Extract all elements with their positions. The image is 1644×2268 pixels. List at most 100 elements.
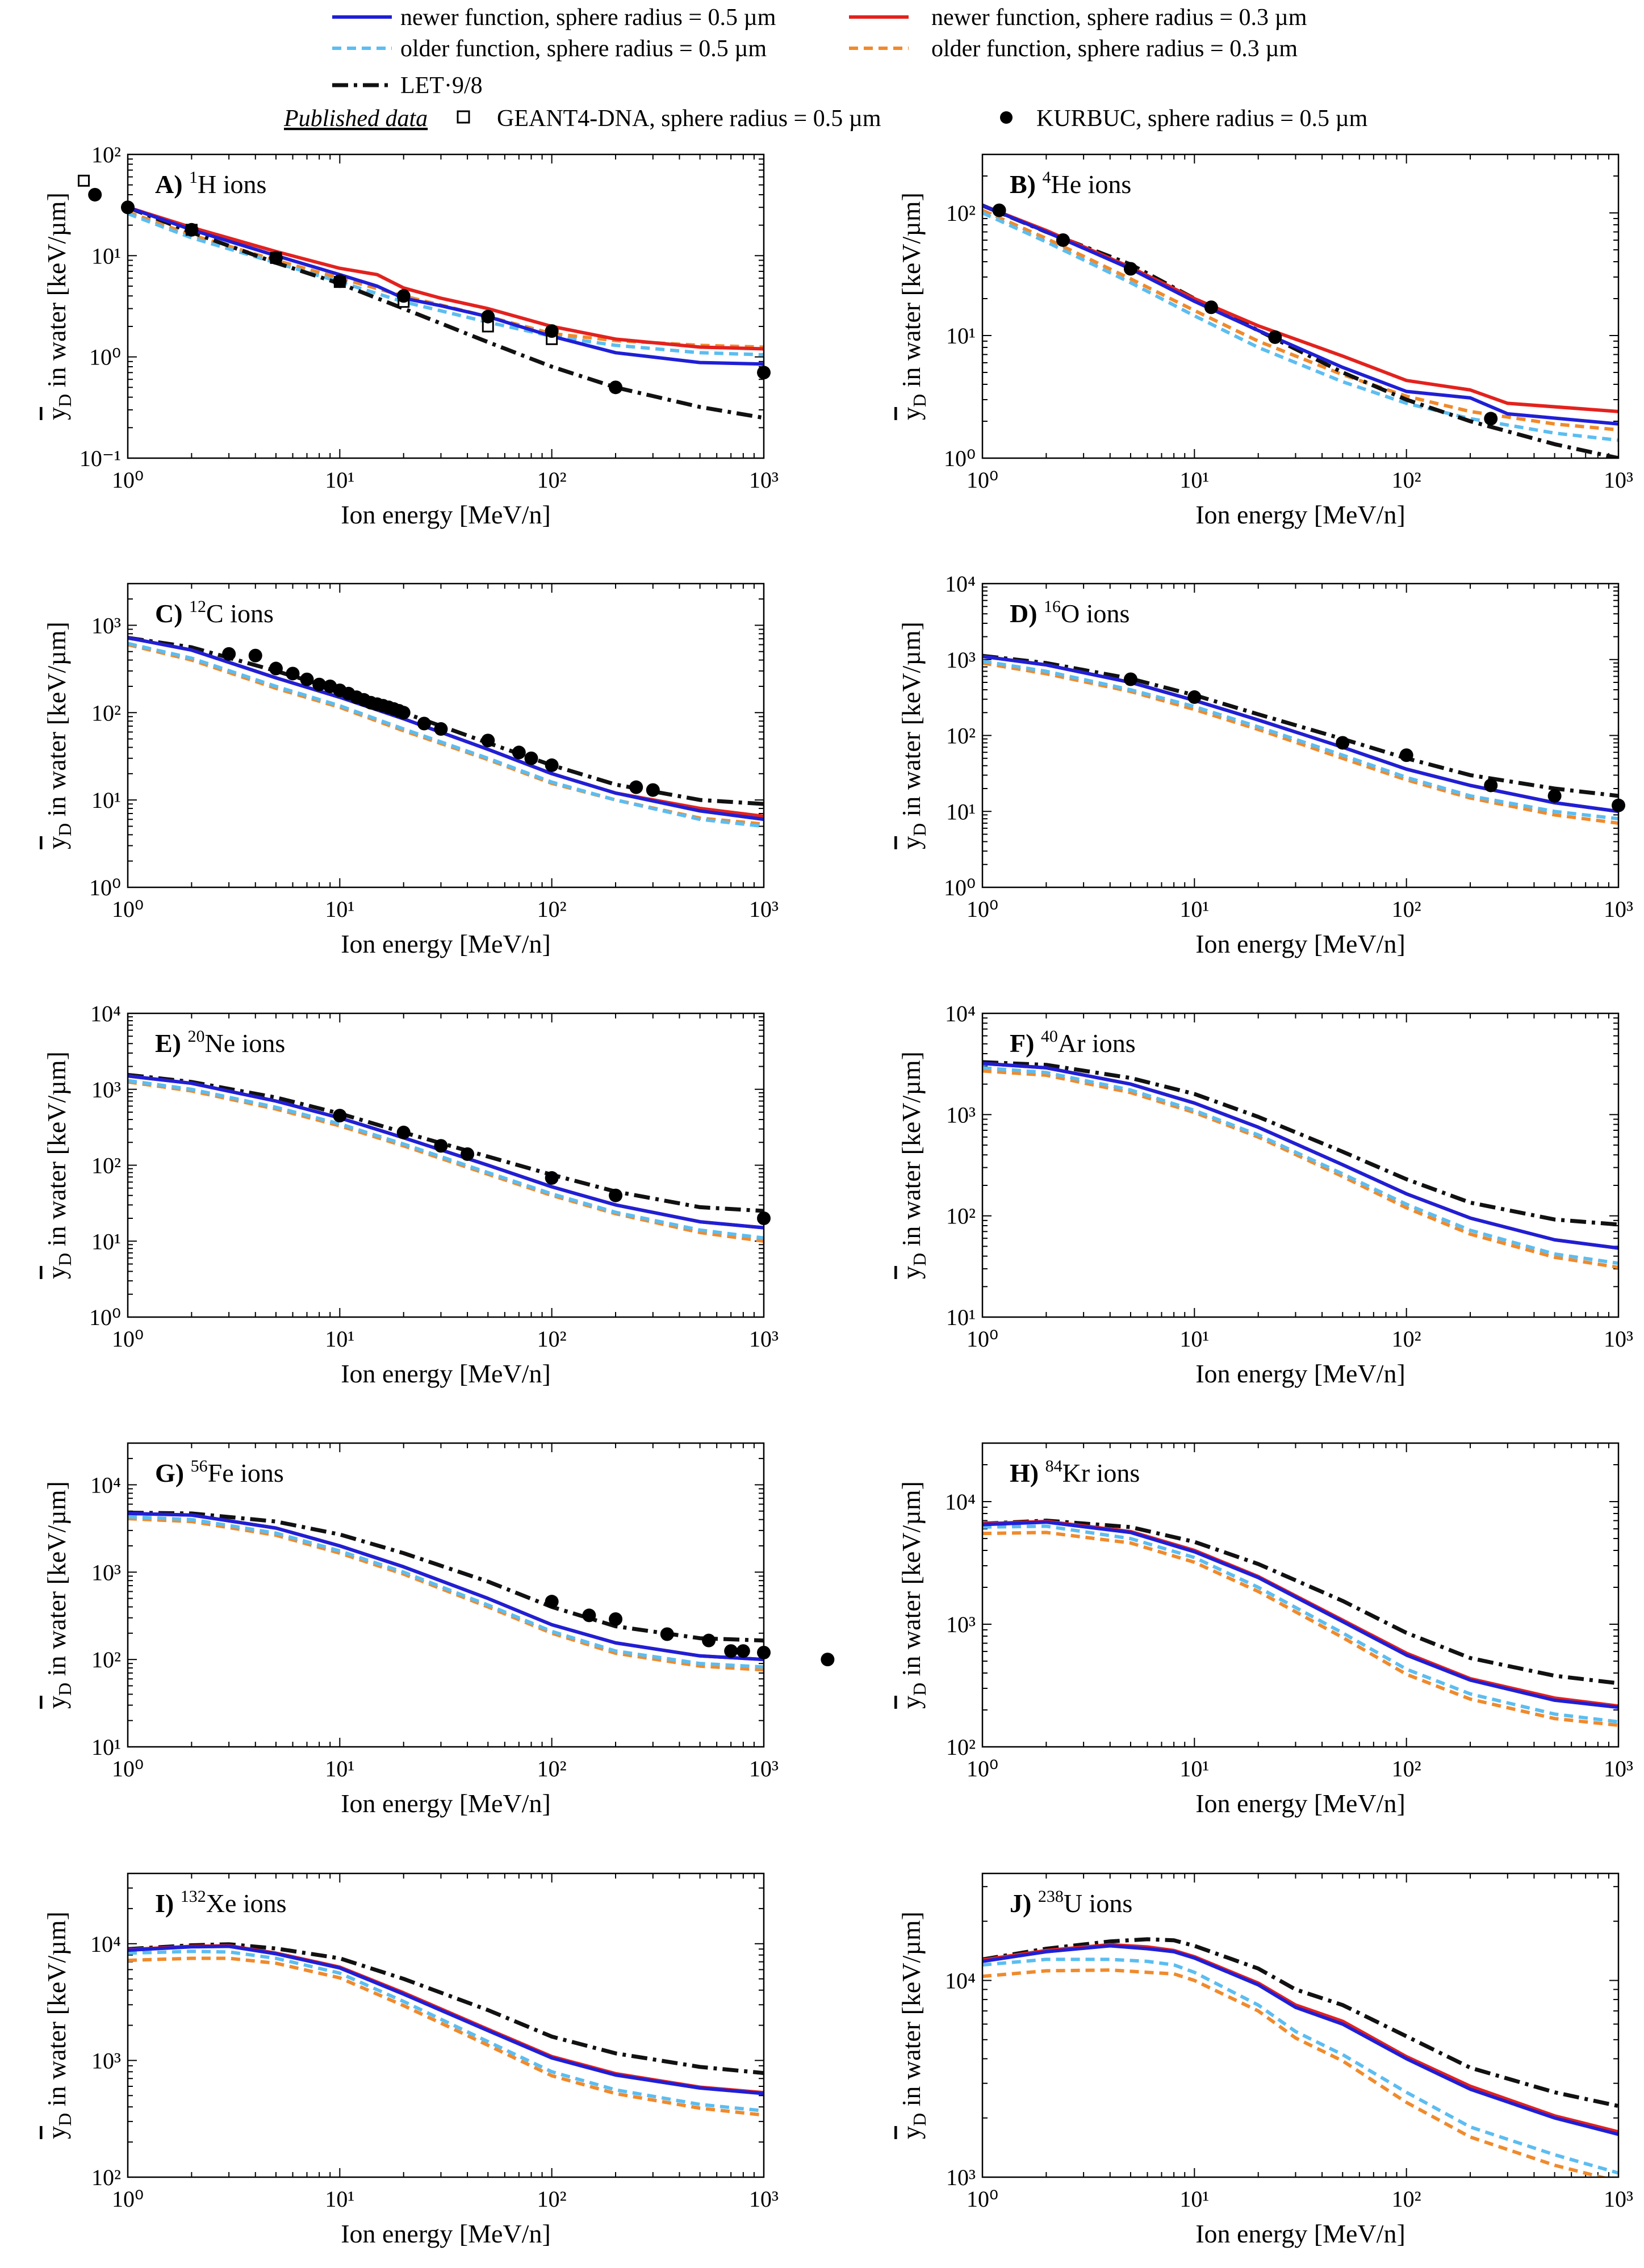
x-axis-label: Ion energy [MeV/n] — [1195, 500, 1405, 529]
y-tick-label: 10³ — [91, 1559, 121, 1585]
x-tick-label: 10² — [537, 1326, 567, 1352]
y-label-symbol: y — [897, 407, 926, 420]
x-tick-label: 10³ — [1604, 1756, 1633, 1781]
ion-name: U ions — [1064, 1889, 1132, 1918]
y-label-text: in water [keV/µm] — [42, 1911, 71, 2113]
kurbuc-marker — [434, 722, 448, 736]
kurbuc-marker — [1056, 233, 1070, 247]
y-tick-label: 10² — [946, 723, 976, 749]
y-tick-label: 10² — [91, 1153, 121, 1179]
x-tick-label: 10¹ — [1179, 1326, 1209, 1352]
y-label-symbol: y — [897, 2126, 926, 2139]
x-tick-label: 10² — [537, 467, 567, 493]
panel-letter: C) — [155, 599, 189, 628]
x-axis-label: Ion energy [MeV/n] — [1195, 2219, 1405, 2248]
series-line-let — [128, 205, 764, 420]
series-line-new05 — [128, 636, 764, 821]
y-tick-label: 10⁴ — [90, 1001, 121, 1026]
series-line-let — [982, 1519, 1618, 1686]
x-tick-label: 10⁰ — [112, 467, 144, 493]
x-tick-label: 10³ — [1604, 1326, 1633, 1352]
series-line-let — [982, 653, 1618, 798]
x-axis-label: Ion energy [MeV/n] — [1195, 1359, 1405, 1388]
x-tick-label: 10³ — [1604, 2186, 1633, 2212]
series-group — [128, 205, 764, 420]
ion-mass: 84 — [1045, 1457, 1062, 1475]
kurbuc-marker — [396, 706, 411, 720]
y-axis-label: yD in water [keV/µm] — [897, 1051, 930, 1279]
y-label-symbol: y — [42, 836, 71, 849]
ion-mass: 132 — [181, 1887, 206, 1906]
y-tick-label: 10⁻¹ — [80, 446, 121, 471]
y-tick-label: 10⁰ — [89, 345, 121, 370]
series-line-old03 — [128, 1517, 764, 1672]
panel-label: D) 16O ions — [1010, 597, 1130, 628]
x-tick-label: 10³ — [1604, 896, 1633, 922]
panel-letter: J) — [1010, 1889, 1038, 1918]
y-tick-label: 10² — [946, 200, 976, 226]
x-tick-label: 10³ — [749, 1326, 779, 1352]
plot-frame — [981, 582, 1620, 888]
x-tick-label: 10⁰ — [112, 1756, 144, 1781]
kurbuc-marker — [333, 1109, 347, 1123]
x-tick-label: 10³ — [1604, 467, 1633, 493]
series-line-new03 — [128, 206, 764, 351]
plot-frame — [981, 1012, 1620, 1318]
kurbuc-marker — [582, 1608, 596, 1623]
series-line-old03 — [982, 661, 1618, 825]
panel-label: A) 1H ions — [155, 168, 266, 199]
x-tick-label: 10¹ — [325, 896, 354, 922]
panel-letter: I) — [155, 1889, 181, 1918]
plot-frame — [981, 153, 1620, 459]
x-tick-label: 10¹ — [1179, 467, 1209, 493]
y-tick-label: 10¹ — [91, 787, 121, 813]
y-tick-label: 10² — [91, 1647, 121, 1672]
kurbuc-marker — [1547, 789, 1562, 803]
panel-label: E) 20Ne ions — [155, 1027, 285, 1058]
y-label-text: in water [keV/µm] — [42, 1051, 71, 1253]
kurbuc-marker — [333, 274, 347, 288]
y-label-text: in water [keV/µm] — [42, 1481, 71, 1683]
y-label-subscript: D — [909, 823, 930, 836]
y-tick-label: 10² — [91, 142, 121, 167]
x-tick-label: 10¹ — [325, 2186, 354, 2212]
y-label-text: in water [keV/µm] — [897, 1911, 926, 2113]
panel-label: H) 84Kr ions — [1010, 1457, 1140, 1487]
panel-letter: B) — [1010, 170, 1043, 199]
kurbuc-marker — [629, 780, 643, 794]
legend-marker-kurbuc — [1000, 111, 1013, 124]
series-line-new05 — [982, 1944, 1618, 2136]
series-line-new03 — [128, 1944, 764, 2095]
y-axis-label: yD in water [keV/µm] — [42, 622, 75, 849]
x-axis-label: Ion energy [MeV/n] — [341, 1359, 551, 1388]
kurbuc-marker — [1484, 412, 1498, 426]
series-group — [128, 1942, 764, 2117]
ion-name: Fe ions — [208, 1458, 284, 1487]
panel-label: G) 56Fe ions — [155, 1457, 284, 1487]
x-tick-label: 10¹ — [1179, 2186, 1209, 2212]
kurbuc-marker — [609, 1612, 623, 1626]
kurbuc-marker — [724, 1644, 738, 1658]
ion-name: Kr ions — [1062, 1458, 1140, 1487]
legend-label-new05: newer function, sphere radius = 0.5 µm — [400, 5, 776, 31]
series-line-old03 — [982, 1531, 1618, 1727]
series-line-old03 — [128, 1080, 764, 1243]
y-tick-label: 10² — [91, 2165, 121, 2190]
x-tick-label: 10⁰ — [967, 896, 998, 922]
plot-frame — [127, 1872, 765, 2178]
legend-label-old03: older function, sphere radius = 0.3 µm — [931, 36, 1298, 62]
y-axis-label: yD in water [keV/µm] — [897, 1911, 930, 2139]
kurbuc-marker — [736, 1644, 750, 1658]
y-label-subscript: D — [55, 823, 75, 836]
y-tick-label: 10⁴ — [945, 1968, 976, 1994]
ion-mass: 238 — [1038, 1887, 1064, 1906]
x-axis-label: Ion energy [MeV/n] — [341, 1789, 551, 1818]
y-label-subscript: D — [909, 2113, 930, 2126]
kurbuc-marker — [609, 380, 623, 395]
chart-panel-5: 10⁰ 10¹ 10² 10³ 10⁰ 10¹ 10² 10³ 10⁴ E) 20Ne ions I… — [42, 1001, 779, 1388]
plot-frame — [127, 1012, 765, 1318]
ion-name: H ions — [198, 170, 266, 199]
x-tick-label: 10¹ — [325, 467, 354, 493]
y-tick-label: 10⁰ — [89, 875, 121, 900]
series-group — [128, 1072, 764, 1243]
